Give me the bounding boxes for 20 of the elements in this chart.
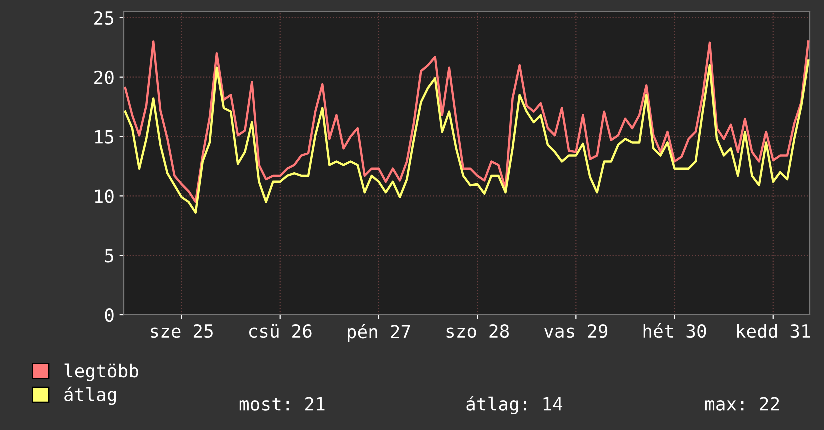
text: átlag: 14: [466, 396, 563, 415]
line-series: [124, 60, 810, 214]
x-tick-label: csü 26: [249, 324, 312, 338]
legend-label: átlag: [64, 386, 116, 406]
y-tick-label: 20: [94, 70, 114, 85]
x-tick-label: kedd 31: [737, 324, 810, 338]
x-tick-label: sze 25: [151, 324, 213, 338]
text: max: 22: [705, 397, 780, 411]
x-tick-label: pén 27: [348, 324, 410, 342]
y-tick-label: 25: [94, 11, 114, 26]
y-tick-label: 10: [95, 190, 114, 204]
x-tick-label: hét 30: [644, 323, 706, 338]
x-tick-label: szo 28: [446, 324, 510, 338]
line-series: [124, 40, 810, 204]
text: most: 21: [240, 397, 325, 411]
legend-label: legtöbb: [64, 364, 138, 382]
y-tick-label: 15: [95, 130, 114, 144]
y-tick-label: 0: [105, 308, 114, 322]
y-tick-label: 5: [105, 249, 114, 263]
x-tick-label: vas 29: [544, 324, 608, 338]
